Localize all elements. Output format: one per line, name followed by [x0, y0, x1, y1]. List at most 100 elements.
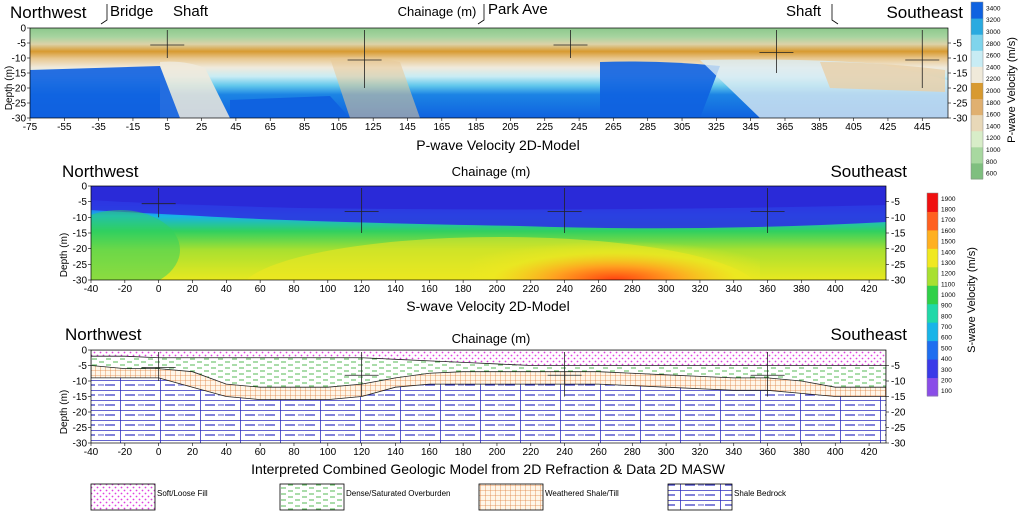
y-right-tick-label: -5 [891, 361, 900, 372]
colorbar-tick-label: 1400 [941, 249, 956, 256]
y-tick-label: -15 [12, 69, 27, 80]
x-tick-label: -20 [118, 284, 133, 295]
x-tick-label: 180 [455, 284, 472, 295]
y-tick-label: -30 [12, 114, 27, 125]
p-wave-axes: -75 -55 -35 -15 5 25 45 65 85 105 125 145 165 185 205 2… [12, 24, 968, 134]
x-tick-label: 405 [845, 122, 862, 133]
colorbar-swatch [927, 322, 938, 342]
g-title: Interpreted Combined Geologic Model from… [251, 461, 726, 477]
y-tick-label: 0 [20, 24, 26, 35]
colorbar-tick-label: 2000 [986, 88, 1001, 95]
x-tick-label: 80 [288, 447, 300, 458]
x-tick-label: 280 [624, 284, 641, 295]
colorbar-tick-label: 2600 [986, 53, 1001, 60]
x-tick-label: -55 [57, 122, 72, 133]
colorbar-tick-label: 1800 [986, 100, 1001, 107]
colorbar-tick-label: 1800 [941, 207, 956, 214]
y-tick-label: -5 [17, 39, 26, 50]
y-tick-label: -10 [12, 54, 27, 65]
y-tick-label: -10 [73, 213, 88, 224]
g-right-title: Southeast [830, 325, 907, 344]
x-tick-label: 45 [230, 122, 242, 133]
x-tick-label: -20 [118, 447, 133, 458]
p-right-title: Southeast [886, 3, 963, 22]
colorbar-swatch [927, 193, 938, 212]
colorbar-swatch [971, 162, 983, 180]
p-annotation-shaft-2: Shaft [786, 3, 822, 20]
s-title: S-wave Velocity 2D-Model [406, 298, 569, 314]
x-tick-label: 160 [421, 284, 438, 295]
g-left-title: Northwest [65, 325, 142, 344]
x-tick-label: 0 [156, 284, 162, 295]
colorbar-tick-label: 500 [941, 345, 952, 352]
geologic-panel: -40 -20 0 20 40 60 80 100 120 140 160 180 200 220 240 2… [59, 325, 907, 511]
y-tick-label: -10 [73, 377, 88, 388]
colorbar-tick-label: 3200 [986, 17, 1001, 24]
colorbar-tick-label: 600 [941, 335, 952, 342]
x-tick-label: 445 [914, 122, 931, 133]
y-right-tick-label: -5 [953, 39, 962, 50]
x-tick-label: 140 [387, 447, 404, 458]
s-wave-boreholes [141, 188, 785, 233]
x-tick-label: 145 [399, 122, 416, 133]
x-tick-label: 40 [221, 447, 233, 458]
y-tick-label: -20 [12, 84, 27, 95]
p-left-title: Northwest [10, 3, 87, 22]
legend-label: Dense/Saturated Overburden [346, 489, 451, 498]
x-tick-label: -15 [126, 122, 141, 133]
colorbar-swatch [971, 98, 983, 116]
geologic-layers [91, 350, 886, 443]
x-tick-label: 220 [522, 447, 539, 458]
y-right-tick-label: -10 [891, 377, 906, 388]
x-tick-label: 420 [861, 447, 878, 458]
y-right-tick-label: -10 [891, 213, 906, 224]
s-wave-heatmap [91, 186, 886, 280]
y-tick-label: -25 [73, 423, 88, 434]
x-tick-label: -35 [91, 122, 106, 133]
colorbar-tick-label: 1300 [941, 260, 956, 267]
x-tick-label: 205 [502, 122, 519, 133]
x-tick-label: 360 [759, 284, 776, 295]
colorbar-tick-label: 2800 [986, 41, 1001, 48]
colorbar-tick-label: 1400 [986, 123, 1001, 130]
x-tick-label: 40 [221, 284, 233, 295]
colorbar-tick-label: 100 [941, 388, 952, 395]
y-right-tick-label: -30 [891, 439, 906, 450]
x-tick-label: -75 [23, 122, 38, 133]
x-tick-label: 260 [590, 284, 607, 295]
s-wave-colorbar: 100 200 300 400 500 600 700 800 900 1000 1100 1200 1… [926, 192, 956, 397]
colorbar-swatch [971, 34, 983, 51]
x-tick-label: 285 [639, 122, 656, 133]
s-wave-axes: -40 -20 0 20 40 60 80 100 120 140 160 180 200 220 240 2… [73, 182, 906, 296]
y-right-tick-label: -25 [891, 260, 906, 271]
colorbar-swatch [927, 248, 938, 268]
x-tick-label: 160 [421, 447, 438, 458]
colorbar-tick-label: 400 [941, 356, 952, 363]
x-tick-label: 360 [759, 447, 776, 458]
s-top-label: Chainage (m) [452, 164, 531, 179]
x-tick-label: 320 [692, 447, 709, 458]
x-tick-label: 240 [556, 284, 573, 295]
legend-swatch [667, 483, 733, 511]
g-top-label: Chainage (m) [452, 331, 531, 346]
x-tick-label: -40 [84, 284, 99, 295]
x-tick-label: 105 [331, 122, 348, 133]
y-right-tick-label: -20 [953, 84, 968, 95]
y-tick-label: -20 [73, 244, 88, 255]
x-tick-label: 280 [624, 447, 641, 458]
x-tick-label: 60 [255, 284, 267, 295]
colorbar-tick-label: 1900 [941, 196, 956, 203]
s-right-title: Southeast [830, 162, 907, 181]
y-right-tick-label: -15 [891, 392, 906, 403]
x-tick-label: 265 [605, 122, 622, 133]
y-tick-label: -5 [78, 361, 87, 372]
x-tick-label: 300 [658, 284, 675, 295]
y-tick-label: -25 [73, 260, 88, 271]
colorbar-tick-label: 1600 [986, 112, 1001, 119]
p-ylabel: Depth (m) [4, 66, 15, 110]
geologic-legend: Soft/Loose Fill Dense/Saturated Overburde… [90, 483, 787, 511]
colorbar-tick-label: 1000 [986, 147, 1001, 154]
colorbar-tick-label: 700 [941, 324, 952, 331]
y-tick-label: -30 [73, 439, 88, 450]
x-tick-label: 325 [708, 122, 725, 133]
